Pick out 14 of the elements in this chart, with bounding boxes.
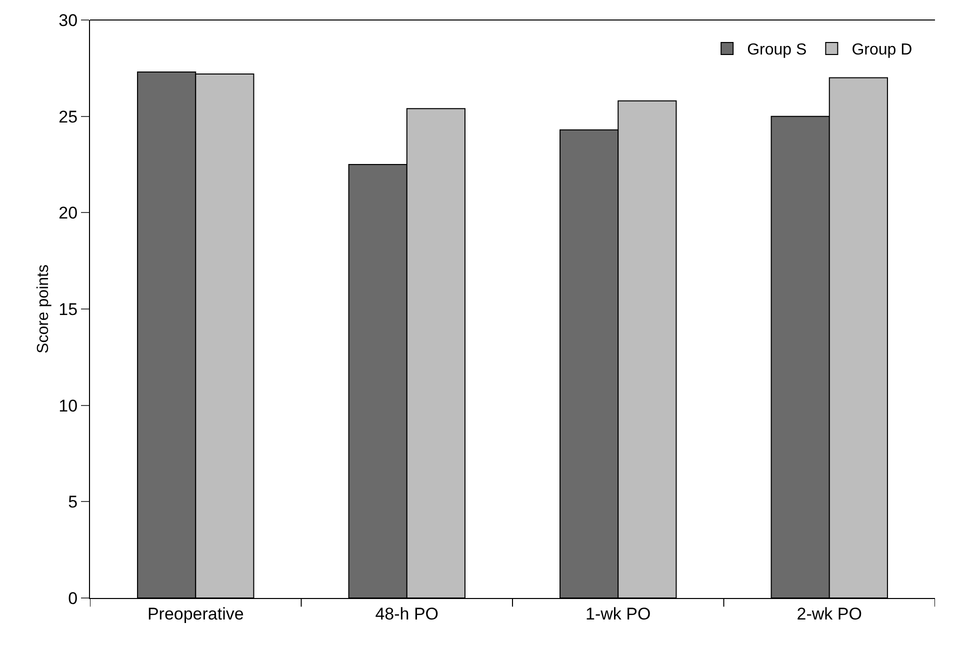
x-tick-label: Preoperative — [147, 604, 244, 624]
y-tick-label: 20 — [58, 204, 78, 223]
x-tick-label: 1-wk PO — [586, 604, 651, 624]
legend-label: Group D — [852, 42, 912, 59]
y-tick-label: 30 — [58, 10, 78, 30]
y-axis-title: Score points — [35, 264, 52, 354]
y-tick-label: 25 — [58, 107, 78, 126]
legend-label: Group S — [747, 42, 807, 59]
y-tick-label: 5 — [68, 492, 78, 512]
y-tick-label: 15 — [58, 300, 78, 319]
x-tick-label: 48-h PO — [375, 604, 439, 624]
y-tick-label: 10 — [58, 396, 78, 416]
y-tick-label: 0 — [68, 588, 78, 608]
x-tick-label: 2-wk PO — [796, 604, 862, 624]
